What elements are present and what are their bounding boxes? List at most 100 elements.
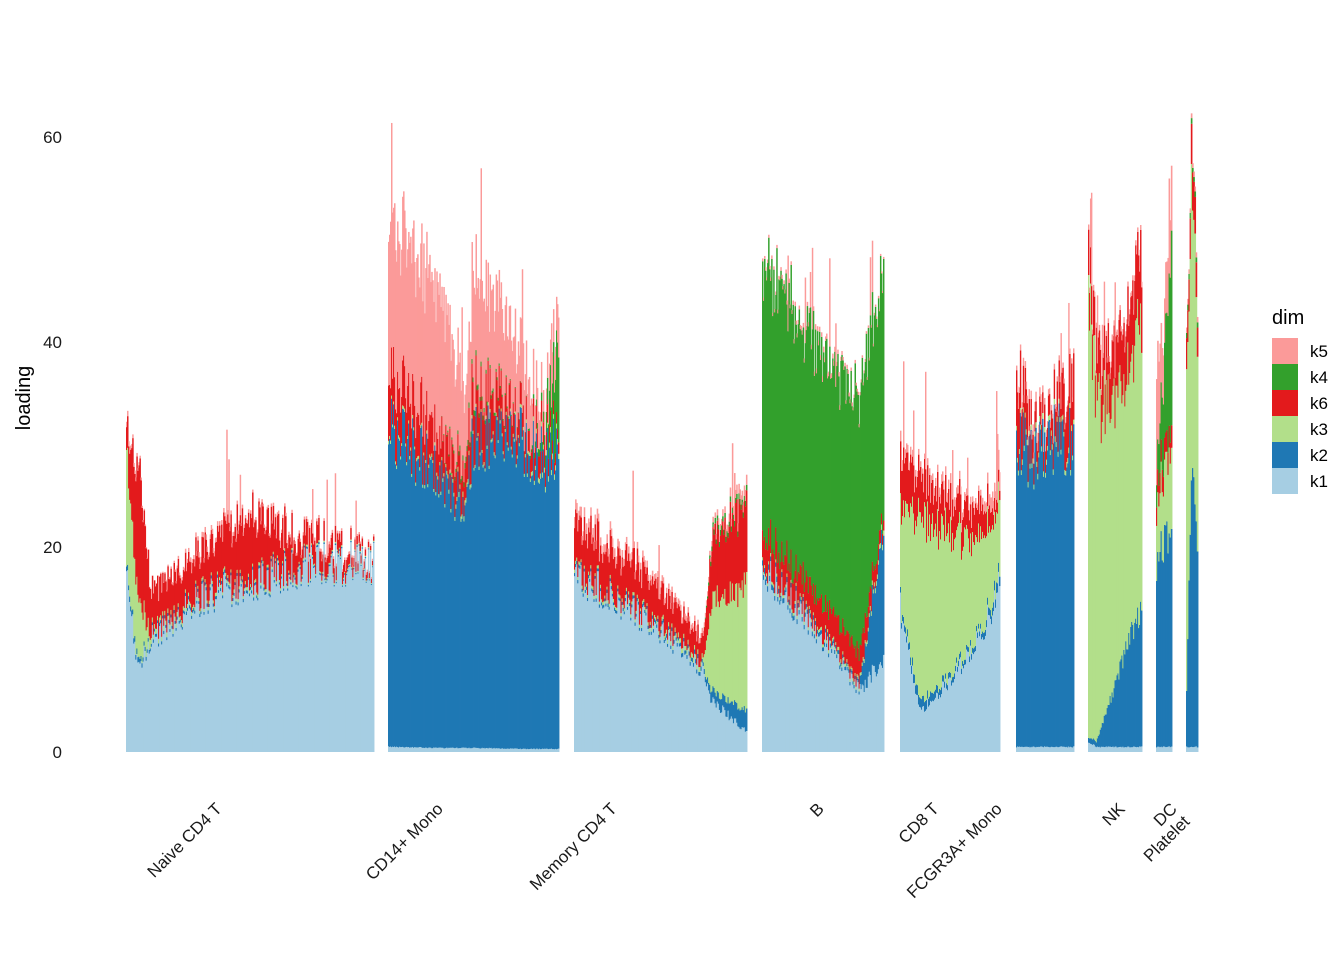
bar-segment-k6	[767, 550, 769, 584]
bar-segment-k6	[177, 558, 180, 604]
bar-segment-k3	[207, 607, 210, 611]
bar-segment-k1	[513, 748, 516, 752]
bar-segment-k6	[1124, 352, 1126, 407]
bar-segment-k2	[809, 613, 812, 618]
bar-segment-k3	[589, 575, 591, 579]
bar-segment-k1	[943, 681, 945, 752]
bar-segment-k6	[683, 606, 685, 634]
bar-segment-k1	[168, 622, 170, 752]
bar-segment-k6	[1091, 334, 1094, 381]
bar-segment-k1	[266, 570, 269, 752]
bar-segment-k3	[994, 511, 996, 581]
bar-segment-k5	[687, 607, 690, 613]
bar-segment-k2	[1057, 456, 1059, 748]
bar-segment-k3	[984, 535, 986, 633]
bar-segment-k6	[1140, 229, 1142, 304]
bar-segment-k6	[574, 528, 576, 570]
bar-segment-k2	[352, 578, 354, 581]
bar-segment-k6	[781, 541, 783, 570]
bar-segment-k6	[966, 495, 968, 525]
bar-segment-k4	[732, 514, 735, 520]
bar-segment-k1	[1021, 746, 1024, 752]
bar-segment-k6	[446, 436, 448, 471]
bar-segment-k6	[1055, 411, 1058, 443]
bar-segment-k2	[287, 588, 289, 591]
bar-segment-k1	[461, 747, 463, 752]
bar-segment-k2	[465, 502, 467, 748]
bar-segment-k2	[855, 689, 857, 693]
bar-segment-k5	[322, 551, 324, 555]
bar-segment-k6	[1040, 401, 1042, 425]
bar-segment-k2	[1062, 419, 1064, 747]
bar-segment-k1	[1037, 747, 1039, 752]
bar-segment-k5	[364, 547, 367, 550]
bar-segment-k2	[655, 620, 657, 624]
bar-segment-k4	[1158, 444, 1160, 486]
bar-segment-k5	[696, 636, 698, 642]
bar-segment-k6	[476, 390, 478, 438]
bar-segment-k2	[485, 418, 488, 748]
bar-segment-k4	[824, 362, 826, 612]
bar-segment-k1	[439, 747, 441, 752]
bar-segment-k1	[940, 697, 942, 752]
bar-segment-k1	[954, 679, 956, 752]
bar-segment-k6	[776, 541, 778, 574]
bar-segment-k2	[965, 659, 967, 665]
bar-segment-k5	[1063, 378, 1065, 384]
bar-segment-k6	[1067, 405, 1069, 458]
bar-segment-k3	[661, 616, 664, 621]
bar-segment-k2	[724, 696, 726, 711]
bar-segment-k3	[361, 546, 364, 548]
bar-segment-k1	[1031, 747, 1033, 752]
bar-segment-k1	[700, 670, 703, 752]
bar-segment-k2	[777, 596, 779, 602]
bar-segment-k2	[398, 438, 400, 748]
bar-segment-k6	[1019, 350, 1022, 408]
bar-segment-k3	[470, 484, 472, 488]
bar-segment-k3	[395, 461, 397, 465]
bar-segment-k3	[221, 578, 223, 581]
bar-segment-k5	[535, 360, 538, 400]
bar-segment-k3	[277, 560, 280, 563]
bar-segment-k1	[501, 748, 504, 752]
bar-segment-k2	[624, 597, 627, 602]
bar-segment-k2	[989, 608, 991, 616]
bar-segment-k1	[155, 636, 158, 752]
bar-segment-k5	[418, 277, 420, 415]
bar-segment-k5	[339, 539, 342, 542]
bar-segment-k1	[232, 600, 234, 752]
bar-segment-k6	[265, 529, 267, 590]
bar-segment-k6	[731, 513, 734, 584]
bar-segment-k3	[1069, 403, 1071, 408]
bar-segment-k1	[832, 645, 834, 752]
bar-segment-k5	[1064, 424, 1066, 430]
bar-segment-k3	[708, 629, 710, 683]
bar-segment-k3	[331, 549, 334, 552]
bar-segment-k2	[496, 420, 499, 749]
bar-segment-k5	[930, 495, 932, 503]
bar-segment-k5	[177, 555, 180, 559]
bar-segment-k2	[711, 691, 713, 703]
bar-segment-k2	[959, 653, 961, 660]
bar-segment-k5	[367, 539, 370, 542]
bar-segment-k3	[161, 636, 163, 642]
bar-segment-k2	[794, 603, 796, 608]
bar-segment-k5	[1027, 437, 1030, 446]
bar-segment-k5	[388, 241, 390, 386]
bar-segment-k3	[398, 435, 400, 439]
bar-segment-k3	[287, 586, 289, 589]
bar-segment-k6	[850, 637, 852, 667]
bar-segment-k3	[345, 583, 347, 586]
bar-segment-k2	[958, 660, 960, 667]
bar-segment-k3	[527, 450, 530, 455]
bar-segment-k6	[1117, 342, 1119, 398]
bar-segment-k6	[660, 587, 663, 627]
bar-segment-k1	[318, 544, 320, 752]
bar-segment-k3	[873, 582, 876, 587]
bar-segment-k1	[440, 747, 442, 752]
bar-segment-k4	[1190, 118, 1193, 124]
bar-segment-k6	[140, 480, 142, 604]
bar-segment-k1	[277, 565, 280, 752]
bar-segment-k6	[1099, 349, 1102, 390]
bar-segment-k5	[581, 535, 584, 545]
